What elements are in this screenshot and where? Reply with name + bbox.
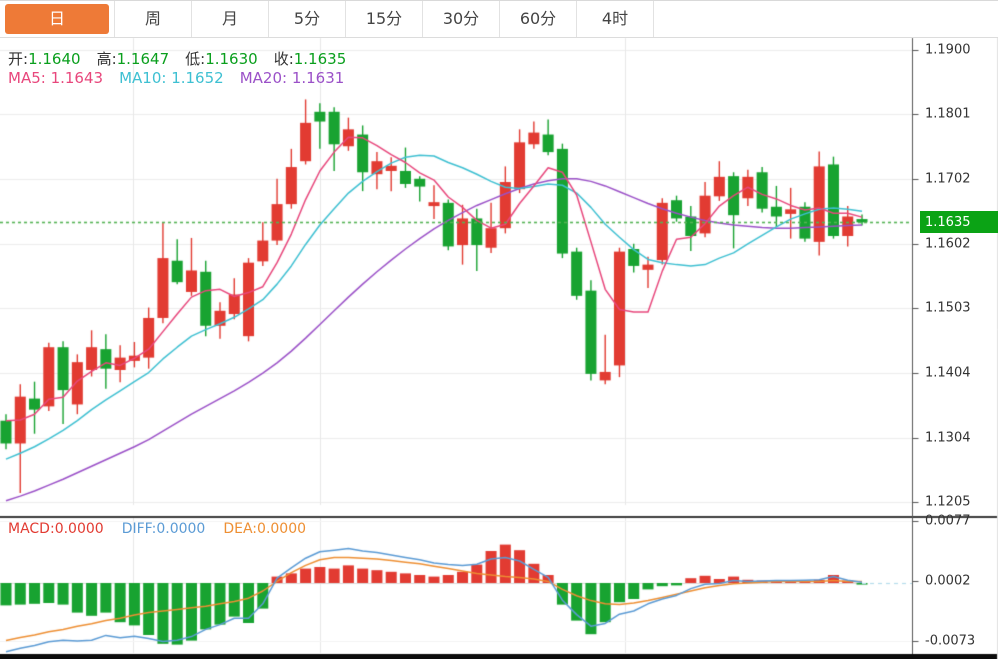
tab-label: 60分 [519, 9, 557, 28]
tab-label: 4时 [601, 9, 629, 28]
ohlc-item: 开:1.1640 [8, 50, 81, 68]
macd-tick-label: -0.0073 [925, 633, 976, 649]
current-price-label: 1.1635 [925, 214, 971, 230]
tab-label: 30分 [442, 9, 480, 28]
tab-15分[interactable]: 15分 [346, 1, 423, 37]
ma-item: MA20: 1.1631 [239, 69, 345, 87]
price-tick-label: 1.1900 [925, 42, 971, 58]
tab-30分[interactable]: 30分 [423, 1, 500, 37]
current-price-badge: 1.1635 [920, 211, 998, 234]
tab-5分[interactable]: 5分 [269, 1, 346, 37]
tab-label: 日 [5, 4, 109, 34]
macd-legend: MACD:0.0000 DIFF:0.0000 DEA:0.0000 [8, 521, 324, 537]
ohlc-item: 收:1.1635 [273, 50, 347, 68]
price-tick-label: 1.1602 [925, 236, 971, 252]
macd-legend-item: DIFF:0.0000 [121, 521, 206, 537]
tab-label: 月 [221, 9, 238, 28]
macd-legend-item: DEA:0.0000 [223, 521, 307, 537]
price-tick-label: 1.1503 [925, 300, 971, 316]
tab-label: 5分 [293, 9, 321, 28]
price-tick-label: 1.1702 [925, 171, 971, 187]
price-tick-label: 1.1801 [925, 106, 971, 122]
price-tick-label: 1.1304 [925, 430, 971, 446]
macd-tick-label: 0.0002 [925, 573, 971, 589]
tab-日[interactable]: 日 [0, 1, 115, 37]
tab-周[interactable]: 周 [115, 1, 192, 37]
macd-tick-label: 0.0077 [925, 513, 971, 529]
macd-legend-item: MACD:0.0000 [8, 521, 104, 537]
ma-item: MA5: 1.1643 [8, 69, 104, 87]
ohlc-legend: 开:1.1640 高:1.1647 低:1.1630 收:1.1635 [8, 48, 362, 69]
tab-label: 15分 [365, 9, 403, 28]
timeframe-tabbar: 日 周 月 5分 15分 30分 60分 4时 [0, 0, 998, 38]
tab-60分[interactable]: 60分 [500, 1, 577, 37]
ohlc-item: 高:1.1647 [96, 50, 170, 68]
price-tick-label: 1.1404 [925, 365, 971, 381]
ohlc-item: 低:1.1630 [185, 50, 258, 68]
price-tick-label: 1.1205 [925, 494, 971, 510]
tab-月[interactable]: 月 [192, 1, 269, 37]
ma-legend: MA5: 1.1643 MA10: 1.1652 MA20: 1.1631 [8, 69, 360, 87]
ma-item: MA10: 1.1652 [119, 69, 224, 87]
tab-4时[interactable]: 4时 [577, 1, 654, 37]
tab-label: 周 [144, 9, 161, 28]
